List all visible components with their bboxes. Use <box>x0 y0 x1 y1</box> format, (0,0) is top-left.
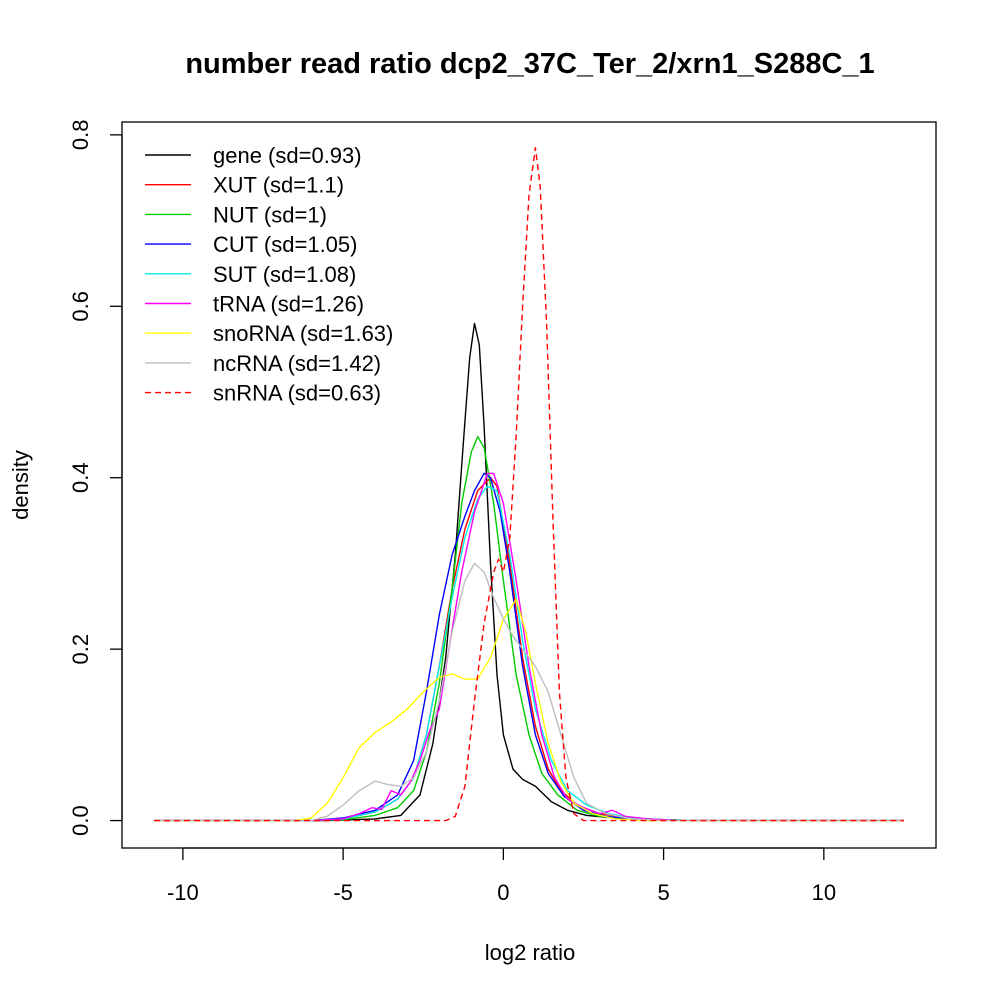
series-line-SUT <box>154 485 904 822</box>
legend-label-XUT: XUT (sd=1.1) <box>213 173 344 198</box>
legend-label-snRNA: snRNA (sd=0.63) <box>213 381 381 406</box>
x-tick-label: 10 <box>812 880 836 905</box>
series-lines <box>154 147 904 822</box>
chart-title: number read ratio dcp2_37C_Ter_2/xrn1_S2… <box>185 48 874 80</box>
legend-label-tRNA: tRNA (sd=1.26) <box>213 292 364 317</box>
series-line-gene <box>154 322 904 822</box>
series-line-snRNA <box>154 147 904 822</box>
y-tick-label: 0.8 <box>68 120 93 151</box>
series-line-snoRNA <box>154 598 904 822</box>
x-axis: -10 -5 0 5 10 <box>167 847 836 905</box>
legend-label-snoRNA: snoRNA (sd=1.63) <box>213 321 393 346</box>
legend-label-ncRNA: ncRNA (sd=1.42) <box>213 351 381 376</box>
plot-area-border <box>121 121 937 849</box>
legend-label-CUT: CUT (sd=1.05) <box>213 232 357 257</box>
y-tick-label: 0.6 <box>68 291 93 322</box>
y-tick-label: 0.0 <box>68 805 93 836</box>
series-line-NUT <box>154 435 904 822</box>
legend-label-SUT: SUT (sd=1.08) <box>213 262 356 287</box>
x-axis-label: log2 ratio <box>485 940 576 965</box>
legend-label-gene: gene (sd=0.93) <box>213 143 362 168</box>
series-line-tRNA <box>154 472 904 822</box>
y-axis-label: density <box>8 450 33 520</box>
series-line-ncRNA <box>154 562 904 822</box>
x-tick-label: -5 <box>333 880 353 905</box>
y-tick-label: 0.2 <box>68 634 93 665</box>
legend: gene (sd=0.93) XUT (sd=1.1) NUT (sd=1) CUT … <box>145 143 393 406</box>
y-tick-label: 0.4 <box>68 462 93 493</box>
x-tick-label: 0 <box>497 880 509 905</box>
legend-label-NUT: NUT (sd=1) <box>213 202 327 227</box>
y-axis: 0.0 0.2 0.4 0.6 0.8 <box>68 120 123 836</box>
x-tick-label: -10 <box>167 880 199 905</box>
x-tick-label: 5 <box>657 880 669 905</box>
